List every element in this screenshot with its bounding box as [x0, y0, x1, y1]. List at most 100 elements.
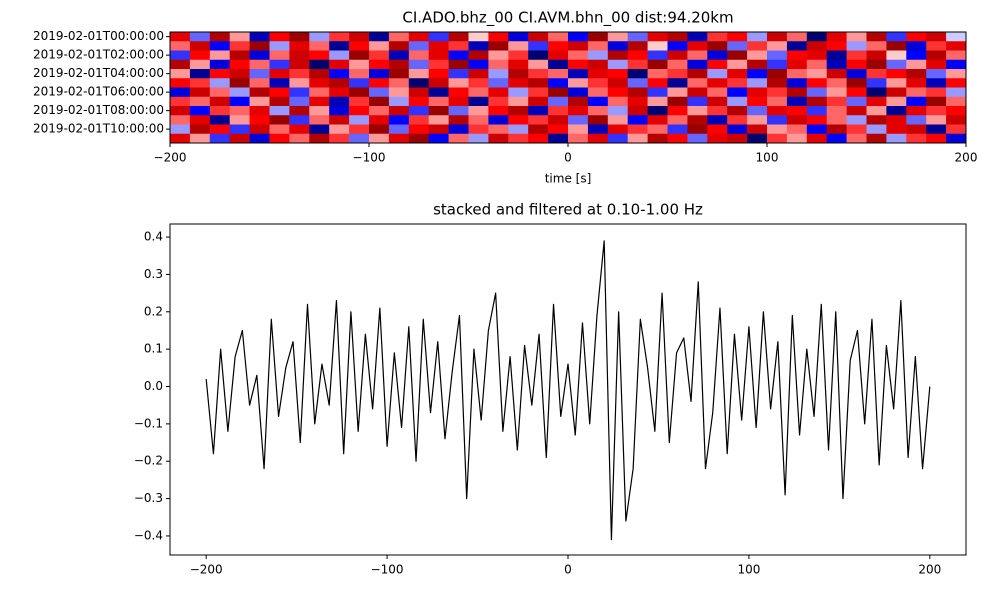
- heatmap-cell: [249, 32, 270, 42]
- heatmap-cell: [826, 96, 847, 107]
- heatmap-cell: [767, 69, 788, 79]
- heatmap-cell: [369, 69, 390, 79]
- heatmap-cell: [508, 32, 529, 42]
- heatmap-cell: [548, 59, 569, 70]
- heatmap-cell: [468, 96, 489, 107]
- heatmap-cell: [249, 50, 270, 61]
- y-tick-label: 2019-02-01T02:00:00: [33, 48, 164, 62]
- heatmap-cell: [727, 124, 748, 135]
- heatmap-cell: [846, 87, 867, 98]
- heatmap-cell: [448, 69, 469, 79]
- heatmap-cell: [647, 50, 668, 61]
- heatmap-cell: [269, 133, 290, 144]
- heatmap-cell: [548, 50, 569, 61]
- heatmap-cell: [548, 32, 569, 42]
- heatmap-cell: [468, 59, 489, 70]
- heatmap-cell: [826, 115, 847, 125]
- heatmap-cell: [866, 106, 887, 116]
- heatmap-cell: [408, 78, 429, 88]
- heatmap-cell: [209, 78, 230, 88]
- heatmap-cell: [170, 124, 191, 135]
- heatmap-cell: [906, 32, 927, 42]
- heatmap-cell: [906, 41, 927, 51]
- heatmap-cell: [548, 115, 569, 125]
- heatmap-cell: [727, 41, 748, 51]
- heatmap-cell: [707, 50, 728, 61]
- heatmap-cell: [309, 115, 330, 125]
- heatmap-cell: [767, 50, 788, 61]
- heatmap-cell: [767, 115, 788, 125]
- heatmap-cell: [727, 133, 748, 144]
- heatmap-cell: [189, 106, 211, 116]
- heatmap-cell: [488, 41, 509, 51]
- heatmap-cell: [249, 106, 270, 116]
- heatmap-cell: [269, 59, 290, 70]
- heatmap-cell: [747, 59, 768, 70]
- heatmap-cell: [846, 41, 867, 51]
- heatmap-cell: [926, 78, 947, 88]
- heatmap-cell: [667, 115, 688, 125]
- heatmap-cell: [687, 133, 708, 144]
- heatmap-cell: [627, 59, 648, 70]
- heatmap-cell: [349, 50, 370, 61]
- heatmap-cell: [289, 124, 310, 135]
- heatmap-cell: [806, 78, 827, 88]
- heatmap-cell: [508, 69, 529, 79]
- heatmap-cell: [209, 50, 230, 61]
- heatmap-cell: [667, 32, 688, 42]
- heatmap-cell: [587, 133, 609, 144]
- heatmap-cell: [647, 59, 668, 70]
- heatmap-cell: [946, 50, 967, 61]
- heatmap-cell: [647, 133, 668, 144]
- heatmap-cell: [309, 69, 330, 79]
- heatmap-cell: [468, 69, 489, 79]
- heatmap-cell: [289, 32, 310, 42]
- heatmap-cell: [886, 96, 907, 107]
- heatmap-cell: [587, 106, 609, 116]
- heatmap-cell: [866, 96, 887, 107]
- heatmap-cell: [468, 87, 489, 98]
- heatmap-cell: [388, 78, 410, 88]
- heatmap-cell: [388, 50, 410, 61]
- heatmap-cell: [786, 87, 808, 98]
- chart-title: stacked and filtered at 0.10-1.00 Hz: [433, 201, 703, 219]
- heatmap-cell: [786, 124, 808, 135]
- heatmap-cell: [866, 59, 887, 70]
- heatmap-cell: [886, 78, 907, 88]
- heatmap-cell: [289, 133, 310, 144]
- heatmap-cell: [528, 133, 549, 144]
- heatmap-cell: [209, 32, 230, 42]
- heatmap-cell: [508, 50, 529, 61]
- heatmap-cell: [349, 133, 370, 144]
- heatmap-cell: [568, 124, 589, 135]
- heatmap-cell: [607, 133, 628, 144]
- heatmap-cell: [568, 32, 589, 42]
- heatmap-cell: [906, 69, 927, 79]
- heatmap-cell: [946, 133, 967, 144]
- heatmap-cell: [727, 87, 748, 98]
- heatmap-cell: [568, 78, 589, 88]
- heatmap-cell: [587, 50, 609, 61]
- heatmap-cell: [229, 59, 250, 70]
- heatmap-cell: [408, 50, 429, 61]
- heatmap-cell: [269, 115, 290, 125]
- heatmap-cell: [408, 32, 429, 42]
- heatmap-cell: [568, 59, 589, 70]
- heatmap-cell: [388, 124, 410, 135]
- heatmap-cell: [349, 69, 370, 79]
- heatmap-cell: [508, 106, 529, 116]
- heatmap-cell: [806, 115, 827, 125]
- heatmap-cell: [349, 115, 370, 125]
- y-tick-label: 2019-02-01T00:00:00: [33, 29, 164, 43]
- heatmap-cell: [488, 106, 509, 116]
- x-tick-label: −200: [154, 151, 187, 165]
- heatmap-cell: [568, 41, 589, 51]
- heatmap-cell: [388, 32, 410, 42]
- heatmap-cell: [468, 106, 489, 116]
- heatmap-cell: [170, 41, 191, 51]
- heatmap-cell: [269, 69, 290, 79]
- heatmap-cell: [926, 59, 947, 70]
- heatmap-cell: [627, 32, 648, 42]
- heatmap-cell: [866, 69, 887, 79]
- heatmap-cell: [767, 59, 788, 70]
